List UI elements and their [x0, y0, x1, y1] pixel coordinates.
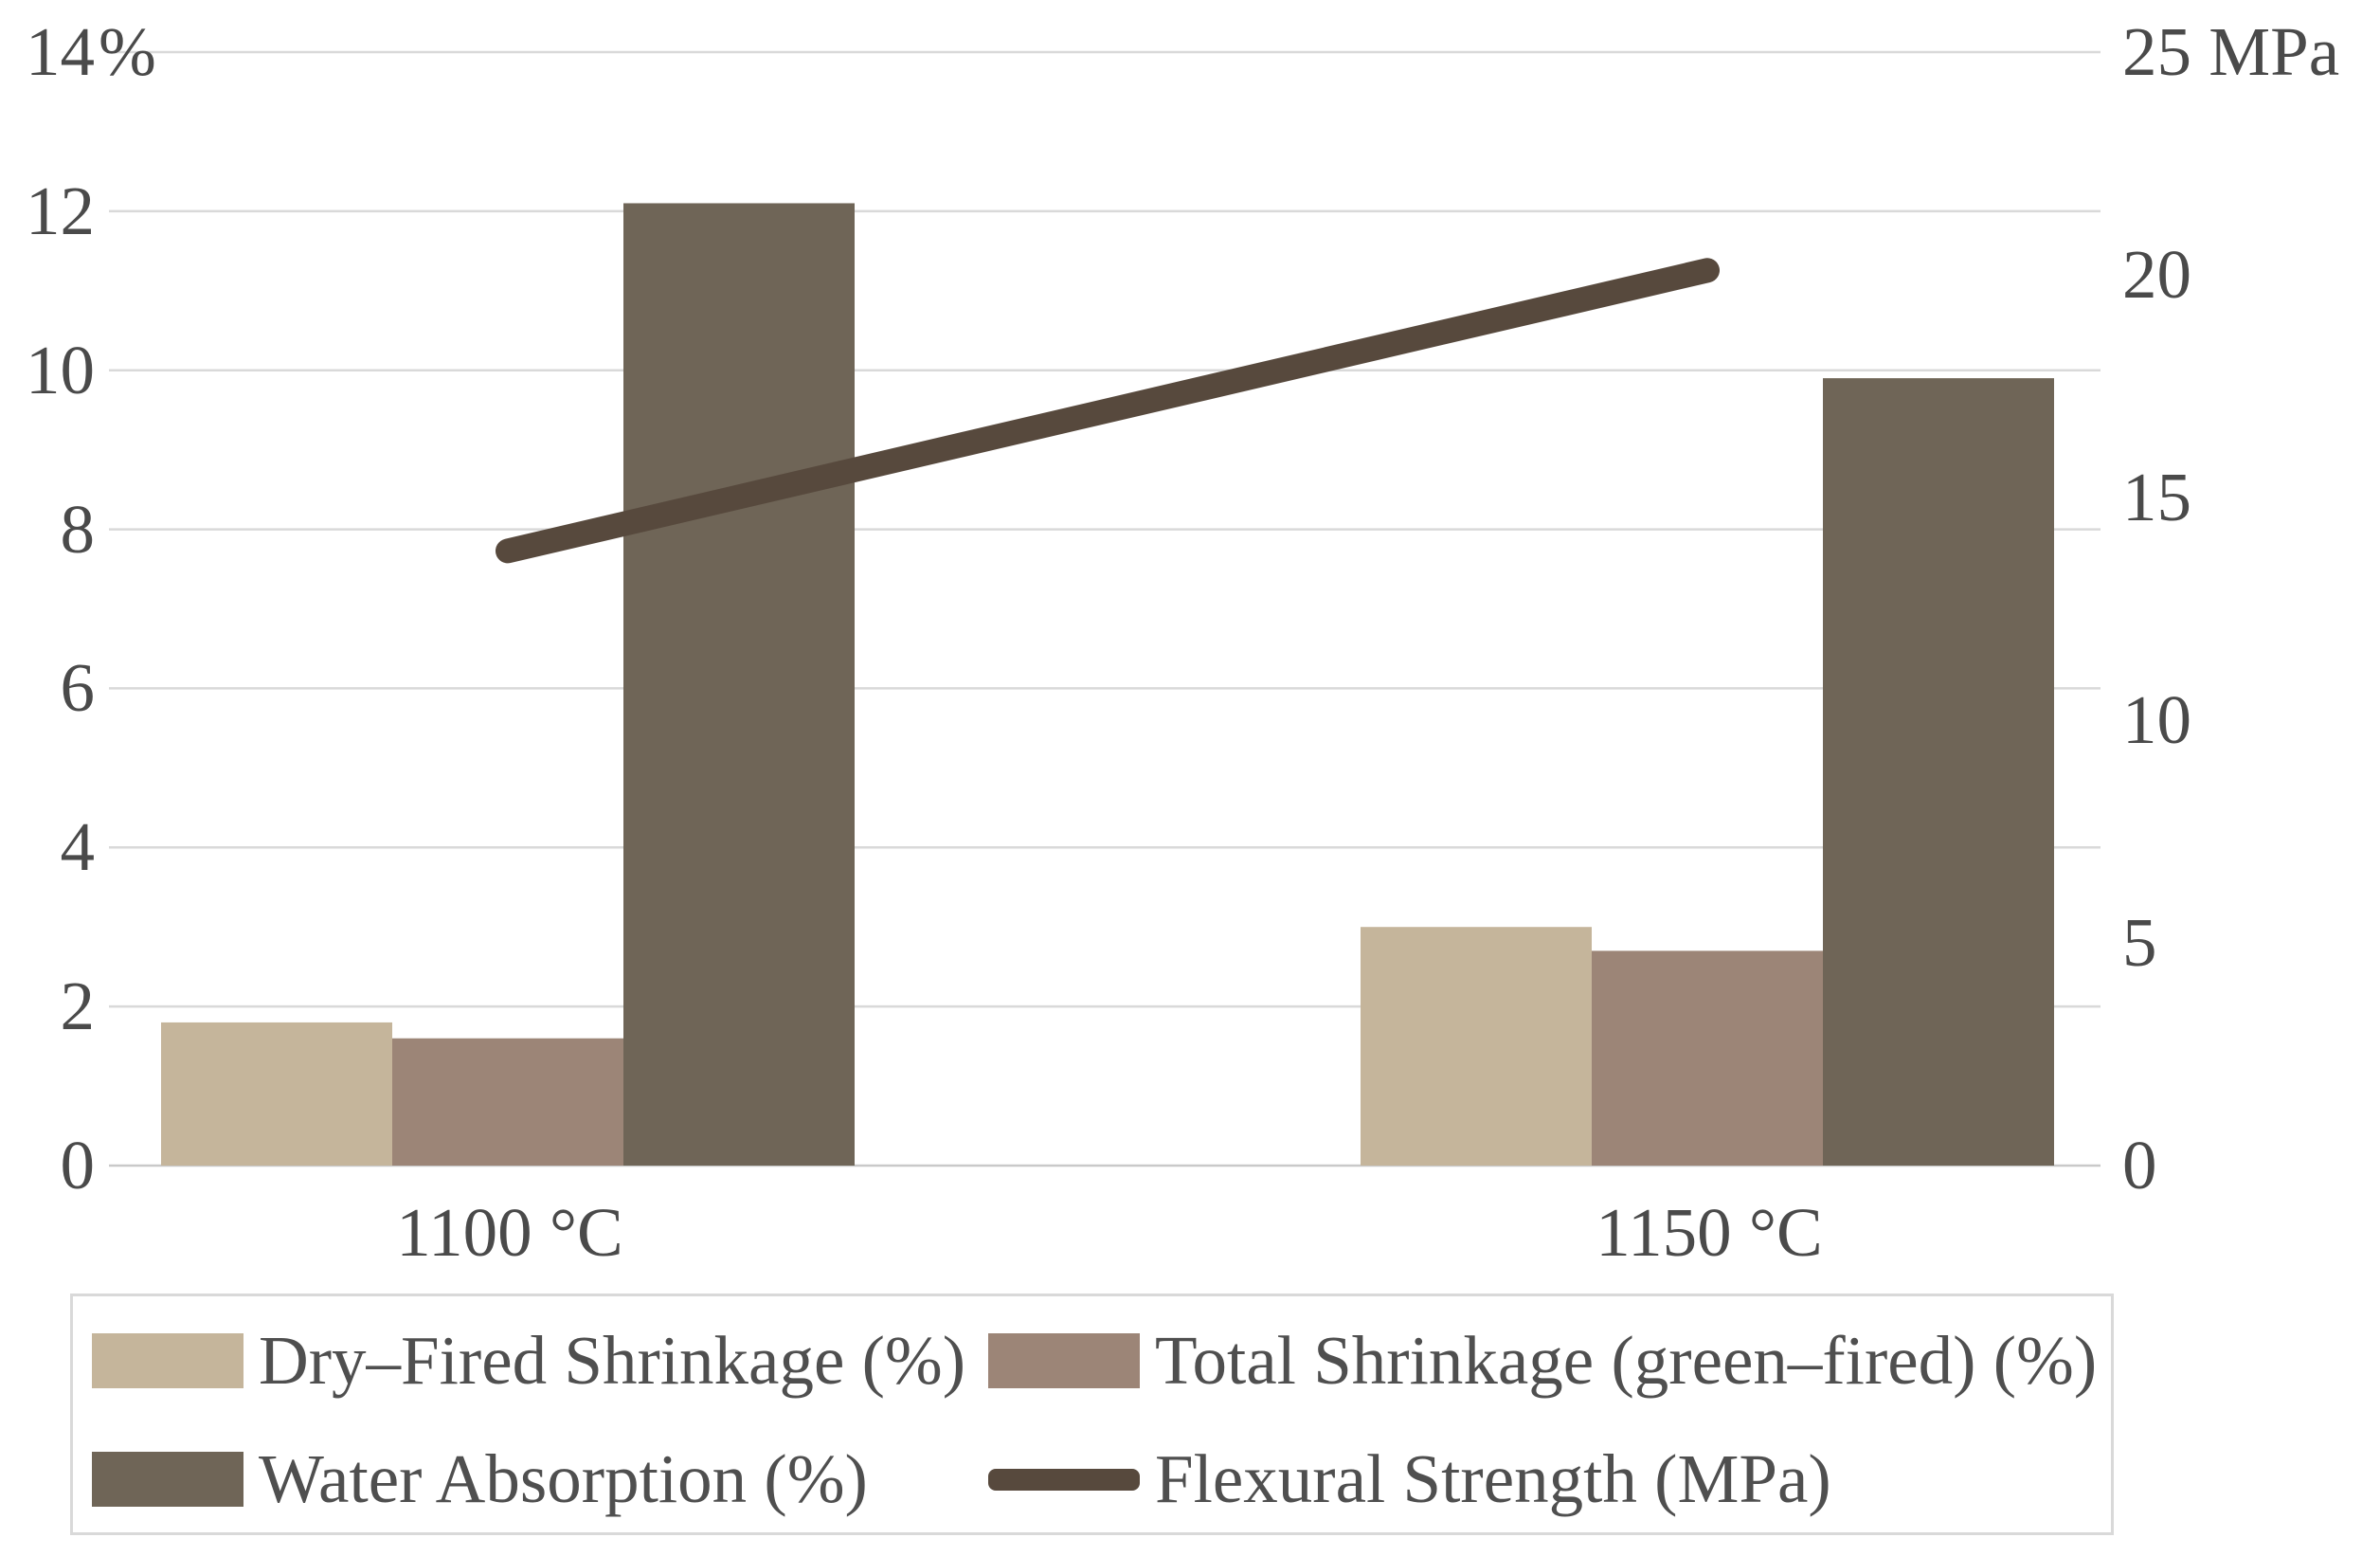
y-axis-right-tick-label: 5: [2122, 904, 2157, 981]
bar: [1592, 950, 1823, 1166]
legend-label: Flexural Strength (MPa): [1155, 1440, 1831, 1517]
y-axis-right-tick-label: 15: [2122, 459, 2191, 535]
total-shrinkage-swatch: [988, 1333, 1140, 1388]
legend-item-flexural-strength: Flexural Strength (MPa): [988, 1441, 1831, 1517]
flexural-strength-line-marker: [988, 1468, 1140, 1491]
y-axis-right-tick-label: 10: [2122, 681, 2191, 758]
water-absorption-swatch: [92, 1452, 243, 1507]
legend-label: Total Shrinkage (green–fired) (%): [1155, 1322, 2098, 1399]
y-axis-left-tick-label: 8: [60, 490, 96, 568]
bar: [161, 1022, 392, 1166]
left-axis-unit: %: [99, 13, 156, 90]
legend: Dry–Fired Shrinkage (%) Total Shrinkage …: [70, 1294, 2114, 1535]
dry-fired-shrinkage-swatch: [92, 1333, 243, 1388]
x-axis-label-1100c: 1100 °C: [396, 1194, 623, 1271]
bar: [392, 1038, 623, 1166]
legend-item-water-absorption: Water Absorption (%): [92, 1441, 868, 1517]
legend-item-dry-fired-shrinkage: Dry–Fired Shrinkage (%): [92, 1323, 965, 1399]
flexural-strength-line: [496, 258, 1720, 564]
y-axis-left-tick-label: 6: [60, 649, 96, 727]
y-axis-left-tick-label: 10: [26, 331, 95, 408]
legend-label: Water Absorption (%): [259, 1440, 868, 1517]
legend-item-total-shrinkage: Total Shrinkage (green–fired) (%): [988, 1323, 2097, 1399]
y-axis-right-tick-label: 20: [2122, 236, 2191, 313]
bar: [623, 203, 855, 1166]
y-axis-left-tick-label: 0: [60, 1127, 96, 1203]
x-axis-label-1150c: 1150 °C: [1596, 1194, 1823, 1271]
legend-label: Dry–Fired Shrinkage (%): [259, 1322, 966, 1399]
y-axis-left-tick-label: 12: [26, 172, 95, 249]
y-axis-left-tick-label: 4: [60, 808, 96, 886]
y-axis-left-tick-label: 2: [60, 968, 96, 1045]
bar: [1823, 378, 2054, 1166]
y-axis-left-tick-label: 14%: [0, 11, 156, 93]
y-axis-right-tick-label: 0: [2122, 1127, 2157, 1203]
y-axis-right-tick-label: 25 MPa: [2122, 13, 2340, 90]
bar: [1361, 927, 1592, 1166]
